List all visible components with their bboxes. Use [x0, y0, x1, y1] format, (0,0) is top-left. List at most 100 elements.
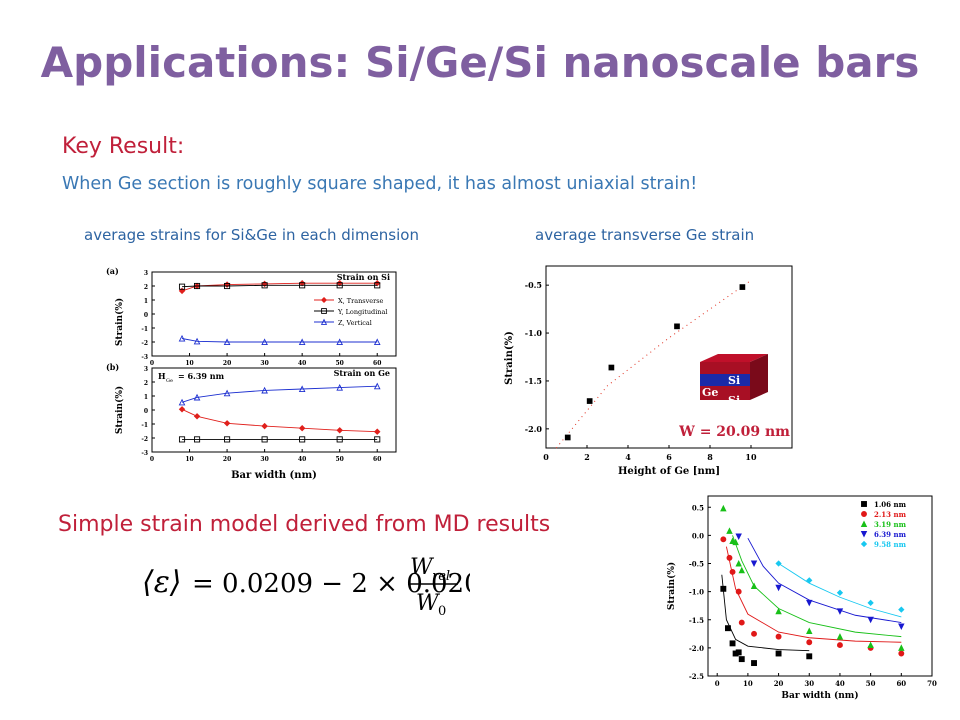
key-result-heading: Key Result:	[62, 134, 185, 159]
inset-label: Ge	[702, 386, 718, 399]
x-tick-label: 60	[896, 679, 906, 688]
series-line	[181, 338, 378, 343]
data-point	[898, 606, 905, 613]
data-point	[193, 337, 201, 345]
key-result-text: When Ge section is roughly square shaped…	[62, 174, 698, 194]
x-tick-label: 4	[625, 452, 631, 462]
y-tick-label: -2	[141, 436, 148, 443]
data-point	[193, 413, 201, 420]
formula-denominator: W	[416, 591, 441, 616]
x-tick-label: 40	[835, 679, 845, 688]
x-axis-label: Bar width (nm)	[231, 470, 317, 481]
formula-denominator-sub: 0	[438, 604, 446, 618]
series-line	[181, 408, 378, 433]
y-tick-label: -2	[141, 340, 148, 347]
data-point	[261, 436, 268, 443]
y-tick-label: 3	[144, 366, 148, 373]
y-tick-label: -1	[141, 422, 148, 429]
inset-text: H	[158, 371, 166, 381]
data-point	[806, 627, 813, 634]
x-tick-label: 10	[745, 452, 757, 462]
y-tick-label: 1	[144, 298, 148, 305]
annotation: W = 20.09 nm	[678, 424, 790, 440]
data-point	[373, 382, 381, 390]
data-point	[299, 436, 306, 443]
fit-line	[555, 279, 752, 449]
x-tick-label: 20	[223, 456, 231, 463]
caption-right: average transverse Ge strain	[535, 226, 755, 244]
data-point	[374, 436, 381, 443]
legend-marker	[860, 520, 868, 527]
data-point	[867, 599, 874, 607]
chart-c: 0 2 4 6 8 10 -0.5 -1.0 -1.5 -2.0 Strain(%) Height o…	[504, 265, 793, 477]
x-tick-label: 30	[260, 360, 268, 367]
y-tick-label: -1.0	[689, 588, 704, 597]
data-point	[193, 282, 201, 290]
legend-label: 3.19 nm	[874, 520, 907, 529]
fit-curve	[747, 537, 902, 624]
chart-panel-ab: 0 10 20 30 40 50 60-3-2-10123(a)Strain(%)Strai…	[106, 266, 397, 481]
chart-d: 0 10 20 30 40 50 60 70 0.5 0.0 -0.5 -1.0 -1.5 -2.0 -2.…	[666, 495, 937, 701]
legend-marker	[861, 501, 867, 507]
y-tick-label: -2.0	[525, 424, 543, 434]
data-point	[261, 386, 268, 394]
formula-numerator-sub: rel	[432, 569, 450, 584]
x-tick-label: 0	[543, 452, 549, 462]
data-point	[775, 633, 782, 640]
inset-label: Si	[728, 374, 740, 387]
data-point	[178, 334, 186, 342]
y-tick-label: -1.5	[689, 616, 704, 625]
legend-marker	[321, 308, 327, 314]
x-tick-label: 0	[150, 360, 154, 367]
data-point	[193, 393, 201, 401]
data-point	[336, 383, 344, 391]
legend-marker	[860, 531, 868, 538]
data-point	[724, 625, 731, 632]
data-point	[298, 385, 306, 393]
data-point	[564, 434, 571, 441]
data-point	[750, 560, 758, 568]
data-point	[373, 428, 381, 435]
x-tick-label: 40	[298, 456, 306, 463]
data-point	[775, 607, 782, 615]
data-point	[373, 338, 381, 346]
legend-label: 1.06 nm	[874, 500, 907, 509]
data-point	[178, 406, 186, 413]
data-point	[867, 616, 874, 624]
legend-label: 6.39 nm	[874, 530, 907, 539]
series-line	[182, 284, 378, 288]
chart-a: 0 10 20 30 40 50 60 -3 -2 -1 0 1 2 3 (a) Strain(%) Strai…	[106, 266, 397, 367]
x-tick-label: 50	[866, 679, 876, 688]
annotation: Strain on Ge	[334, 368, 390, 378]
y-tick-label: -2.0	[689, 644, 704, 653]
data-point	[729, 640, 736, 647]
y-axis-label: Strain(%)	[666, 562, 677, 610]
x-tick-label: 6	[666, 452, 672, 462]
formula-numerator: W	[410, 555, 435, 580]
panel-label: (b)	[106, 362, 119, 372]
series-line	[181, 385, 378, 403]
data-point	[726, 527, 733, 534]
fit-curve	[732, 535, 902, 638]
legend-label: Z, Vertical	[338, 319, 372, 327]
data-point	[720, 504, 727, 512]
legend-label: 2.13 nm	[874, 510, 907, 519]
data-point	[898, 623, 905, 631]
data-point	[729, 568, 736, 575]
data-point	[193, 436, 201, 443]
inset-ge-layer	[700, 374, 750, 386]
chart-bar-width: 0 10 20 30 40 50 60 70 0.5 0.0 -0.5 -1.0 -1.5 -2.0 -2.…	[666, 495, 937, 701]
y-tick-label: -0.5	[525, 280, 542, 290]
y-tick-label: -1.5	[525, 376, 542, 386]
annotation: Strain on Si	[337, 272, 390, 282]
data-point	[750, 582, 758, 589]
plot-frame	[707, 495, 933, 677]
inset-block-top	[700, 354, 768, 362]
x-tick-label: 0	[715, 679, 720, 688]
x-tick-label: 30	[804, 679, 814, 688]
data-point	[735, 533, 742, 541]
caption-left: average strains for Si&Ge in each dimens…	[84, 226, 419, 244]
data-point	[223, 420, 231, 427]
data-point	[224, 436, 231, 443]
x-tick-label: 60	[373, 360, 381, 367]
